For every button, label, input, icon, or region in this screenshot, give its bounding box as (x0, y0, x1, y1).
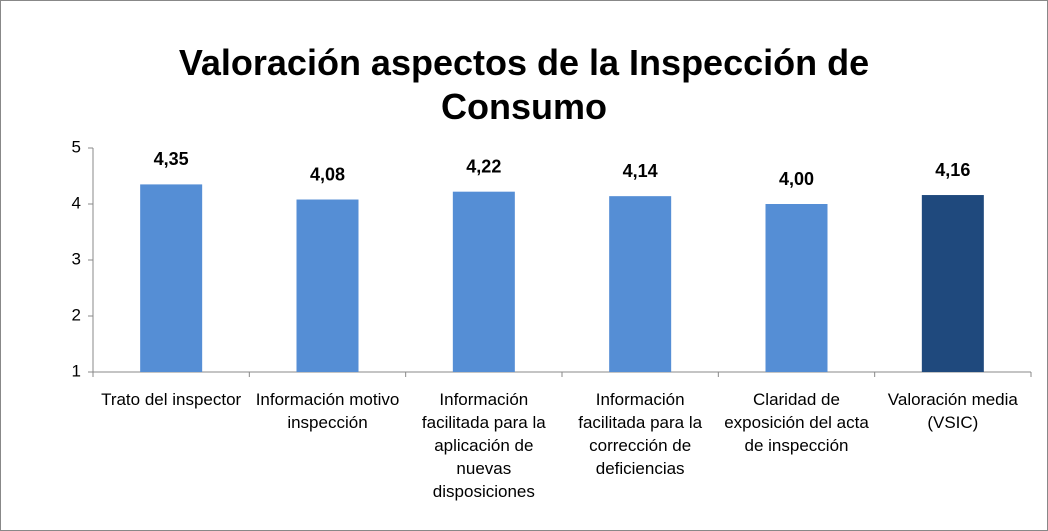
y-tick-label: 5 (72, 137, 81, 156)
x-tick-label: Claridad de exposición del acta de inspe… (724, 390, 869, 455)
x-tick-label: Trato del inspector (101, 390, 242, 409)
bar (296, 199, 359, 372)
bar (765, 204, 828, 372)
value-label: 4,35 (154, 149, 189, 169)
x-tick-label: Información facilitada para la aplicació… (421, 390, 546, 501)
value-label: 4,08 (310, 164, 345, 184)
x-tick-label: Información facilitada para la correcció… (578, 390, 703, 478)
bar (140, 184, 203, 372)
x-tick-label: Información motivo inspección (255, 390, 400, 432)
y-tick-label: 4 (72, 193, 81, 212)
value-label: 4,22 (466, 156, 501, 176)
bar (609, 196, 672, 372)
chart-title: Valoración aspectos de la Inspección de … (178, 42, 870, 127)
bar (921, 195, 984, 372)
value-label: 4,16 (935, 160, 970, 180)
bar (452, 191, 515, 372)
value-label: 4,00 (779, 169, 814, 189)
value-label: 4,14 (623, 161, 658, 181)
y-tick-label: 1 (72, 361, 81, 380)
y-tick-label: 3 (72, 249, 81, 268)
x-tick-label: Valoración media (VSIC) (887, 390, 1018, 432)
y-tick-label: 2 (72, 305, 81, 324)
